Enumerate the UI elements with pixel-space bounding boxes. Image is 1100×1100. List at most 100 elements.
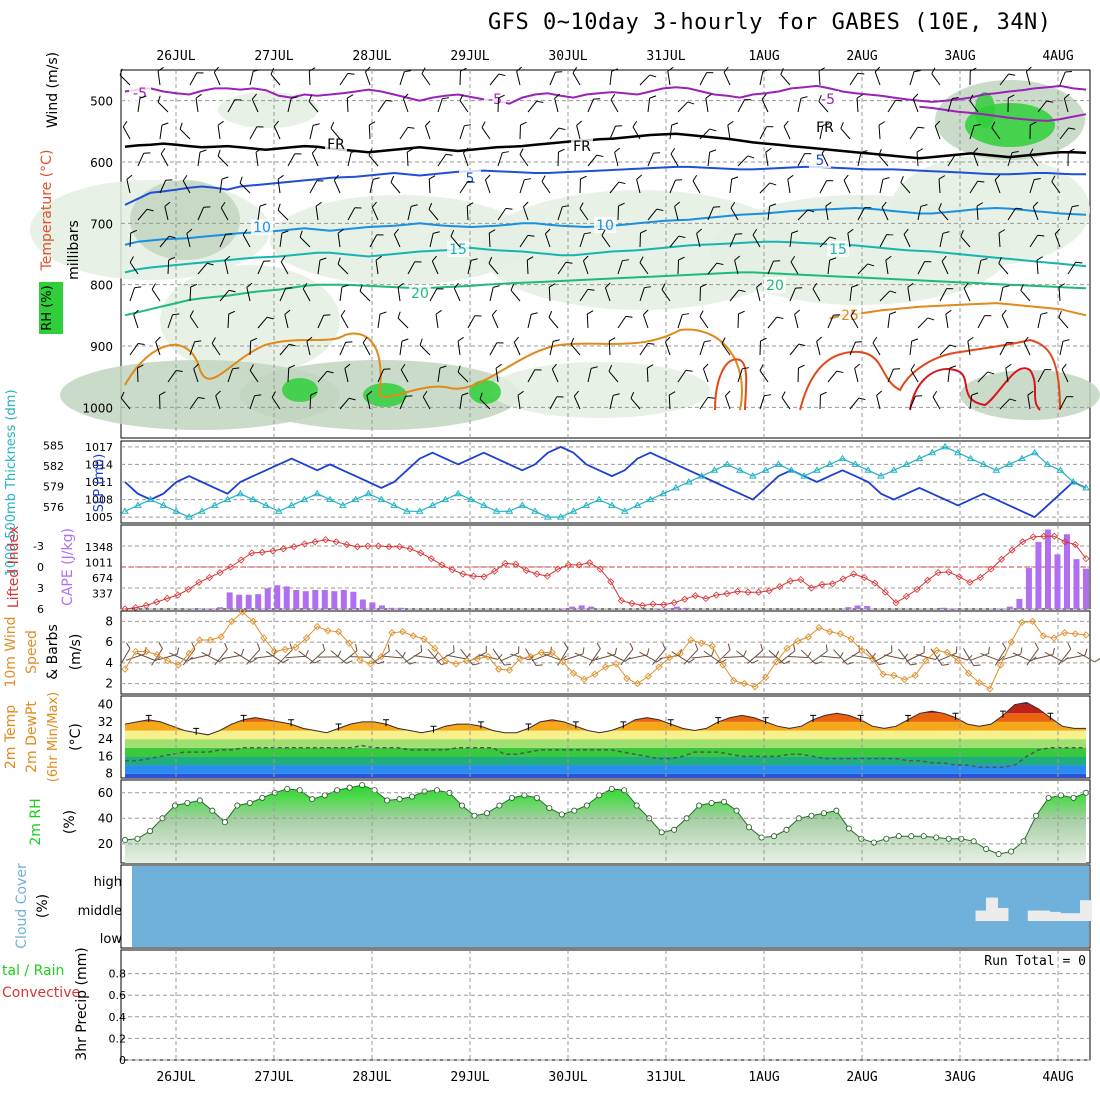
wind-barb	[812, 283, 821, 302]
wind-barb-flag	[977, 180, 985, 183]
wind-barb-flag	[857, 72, 865, 75]
thickness-point	[133, 501, 142, 508]
wind-barb-staff	[431, 261, 439, 275]
rh2m-point	[621, 787, 628, 794]
rh2m-point	[995, 851, 1002, 858]
wind-barb	[306, 336, 313, 356]
wind-barb-flag	[583, 255, 589, 262]
wind10m-speed-point	[1007, 638, 1015, 646]
wind10m-speed-point	[836, 630, 845, 638]
wind-barb-flag	[457, 336, 464, 342]
wind-barb	[789, 230, 799, 248]
wind-barb	[938, 203, 949, 221]
wind10m-barb-flag	[144, 647, 147, 654]
wind-barb-staff	[991, 127, 1001, 140]
wind-barb-staff	[217, 155, 229, 167]
li-point	[828, 580, 837, 588]
cape-tick-label: 337	[92, 588, 113, 601]
wind-barb-flag	[969, 94, 974, 101]
rh2m-point	[483, 810, 490, 817]
wind-barb	[887, 311, 897, 329]
wind10m-speed-point	[452, 660, 460, 668]
wind-barb	[850, 310, 859, 329]
rh-label: RH (%)	[40, 285, 55, 330]
wind-barb-flag	[316, 180, 324, 182]
wind-barb-flag	[1061, 363, 1067, 370]
wind-barb-staff	[969, 125, 975, 140]
temp2m-minmax-marker	[810, 714, 817, 722]
wind-barb-staff	[677, 314, 683, 329]
wind-barb	[157, 66, 164, 86]
wind10m-speed-point	[580, 675, 588, 684]
wind-barb	[608, 364, 619, 383]
wind-barb	[587, 366, 598, 383]
temp2m-minmax-marker	[999, 710, 1006, 718]
wind-barb	[1058, 311, 1069, 329]
isotherm-label: 15	[829, 242, 847, 258]
wind-barb	[879, 234, 894, 248]
rh2m-point	[246, 799, 253, 806]
wind-barb-staff	[1001, 315, 1009, 329]
wind-barb	[797, 153, 812, 167]
temp2m-label-c: (6hr Min/Max)	[46, 692, 61, 782]
rh2m-point	[870, 839, 877, 846]
wind-barb-staff	[819, 236, 831, 248]
wind-barb-staff	[287, 98, 292, 113]
wind-barb	[548, 310, 559, 329]
wind-barb-flag	[217, 120, 224, 126]
wind-barb	[126, 174, 133, 194]
cape-bar	[1006, 606, 1013, 609]
wind10m-barb-flag	[1034, 642, 1039, 650]
wind-barb-staff	[765, 152, 769, 167]
li-point	[924, 576, 932, 584]
wind-barb	[1037, 369, 1052, 383]
wind-barb-staff	[857, 152, 862, 167]
wind-barb-flag	[821, 147, 827, 154]
wind-barb-flag	[309, 67, 316, 72]
wind-barb-staff	[734, 260, 739, 275]
wind-barb-flag	[551, 363, 557, 370]
wind-barb-flag	[232, 367, 240, 370]
wind10m-barb	[265, 650, 289, 664]
wind-barb	[120, 391, 131, 410]
wind-barb-flag	[632, 121, 638, 128]
wind-barb-flag	[404, 70, 412, 73]
rh2m-point	[384, 797, 391, 804]
wind10m-barb-staff	[214, 648, 228, 666]
wind-barb-flag	[998, 229, 1006, 234]
wind-barb	[422, 390, 431, 410]
thickness-point	[531, 507, 539, 514]
wind-barb-flag	[911, 338, 919, 342]
wind10m-barb-flag	[775, 650, 780, 658]
wind-barb	[900, 176, 911, 194]
wind-barb-flag	[294, 153, 302, 155]
wind-barb-staff	[129, 232, 132, 248]
thickness-point	[146, 495, 155, 503]
wind-barb-flag	[716, 262, 724, 266]
wind-barb	[270, 67, 281, 86]
cape-bar	[664, 608, 671, 609]
middle-cloud-bar	[1048, 911, 1061, 921]
wind-barb	[1067, 148, 1075, 167]
wind10m-barb-flag	[518, 646, 520, 653]
rh2m-point	[396, 796, 403, 803]
wind-barb-flag	[847, 228, 854, 234]
li-point	[902, 592, 911, 600]
rh2m-point	[1045, 794, 1052, 801]
wind-barb-staff	[756, 287, 761, 302]
wind-barb-flag	[565, 261, 573, 264]
wind-barb	[137, 95, 147, 113]
wind-barb	[787, 174, 794, 194]
cape-bar	[302, 591, 309, 609]
wind-barb	[1029, 178, 1041, 194]
wind-barb	[257, 203, 267, 221]
wind10m-barb	[723, 650, 747, 659]
wind-barb-flag	[255, 147, 262, 153]
wind-barb-flag	[461, 392, 469, 396]
wind-barb	[1005, 363, 1012, 383]
wind10m-speed-point	[484, 653, 492, 661]
wind-barb	[159, 122, 169, 140]
wind-barb	[359, 284, 371, 302]
wind-barb	[917, 261, 932, 275]
wind-barb-staff	[1058, 286, 1061, 302]
